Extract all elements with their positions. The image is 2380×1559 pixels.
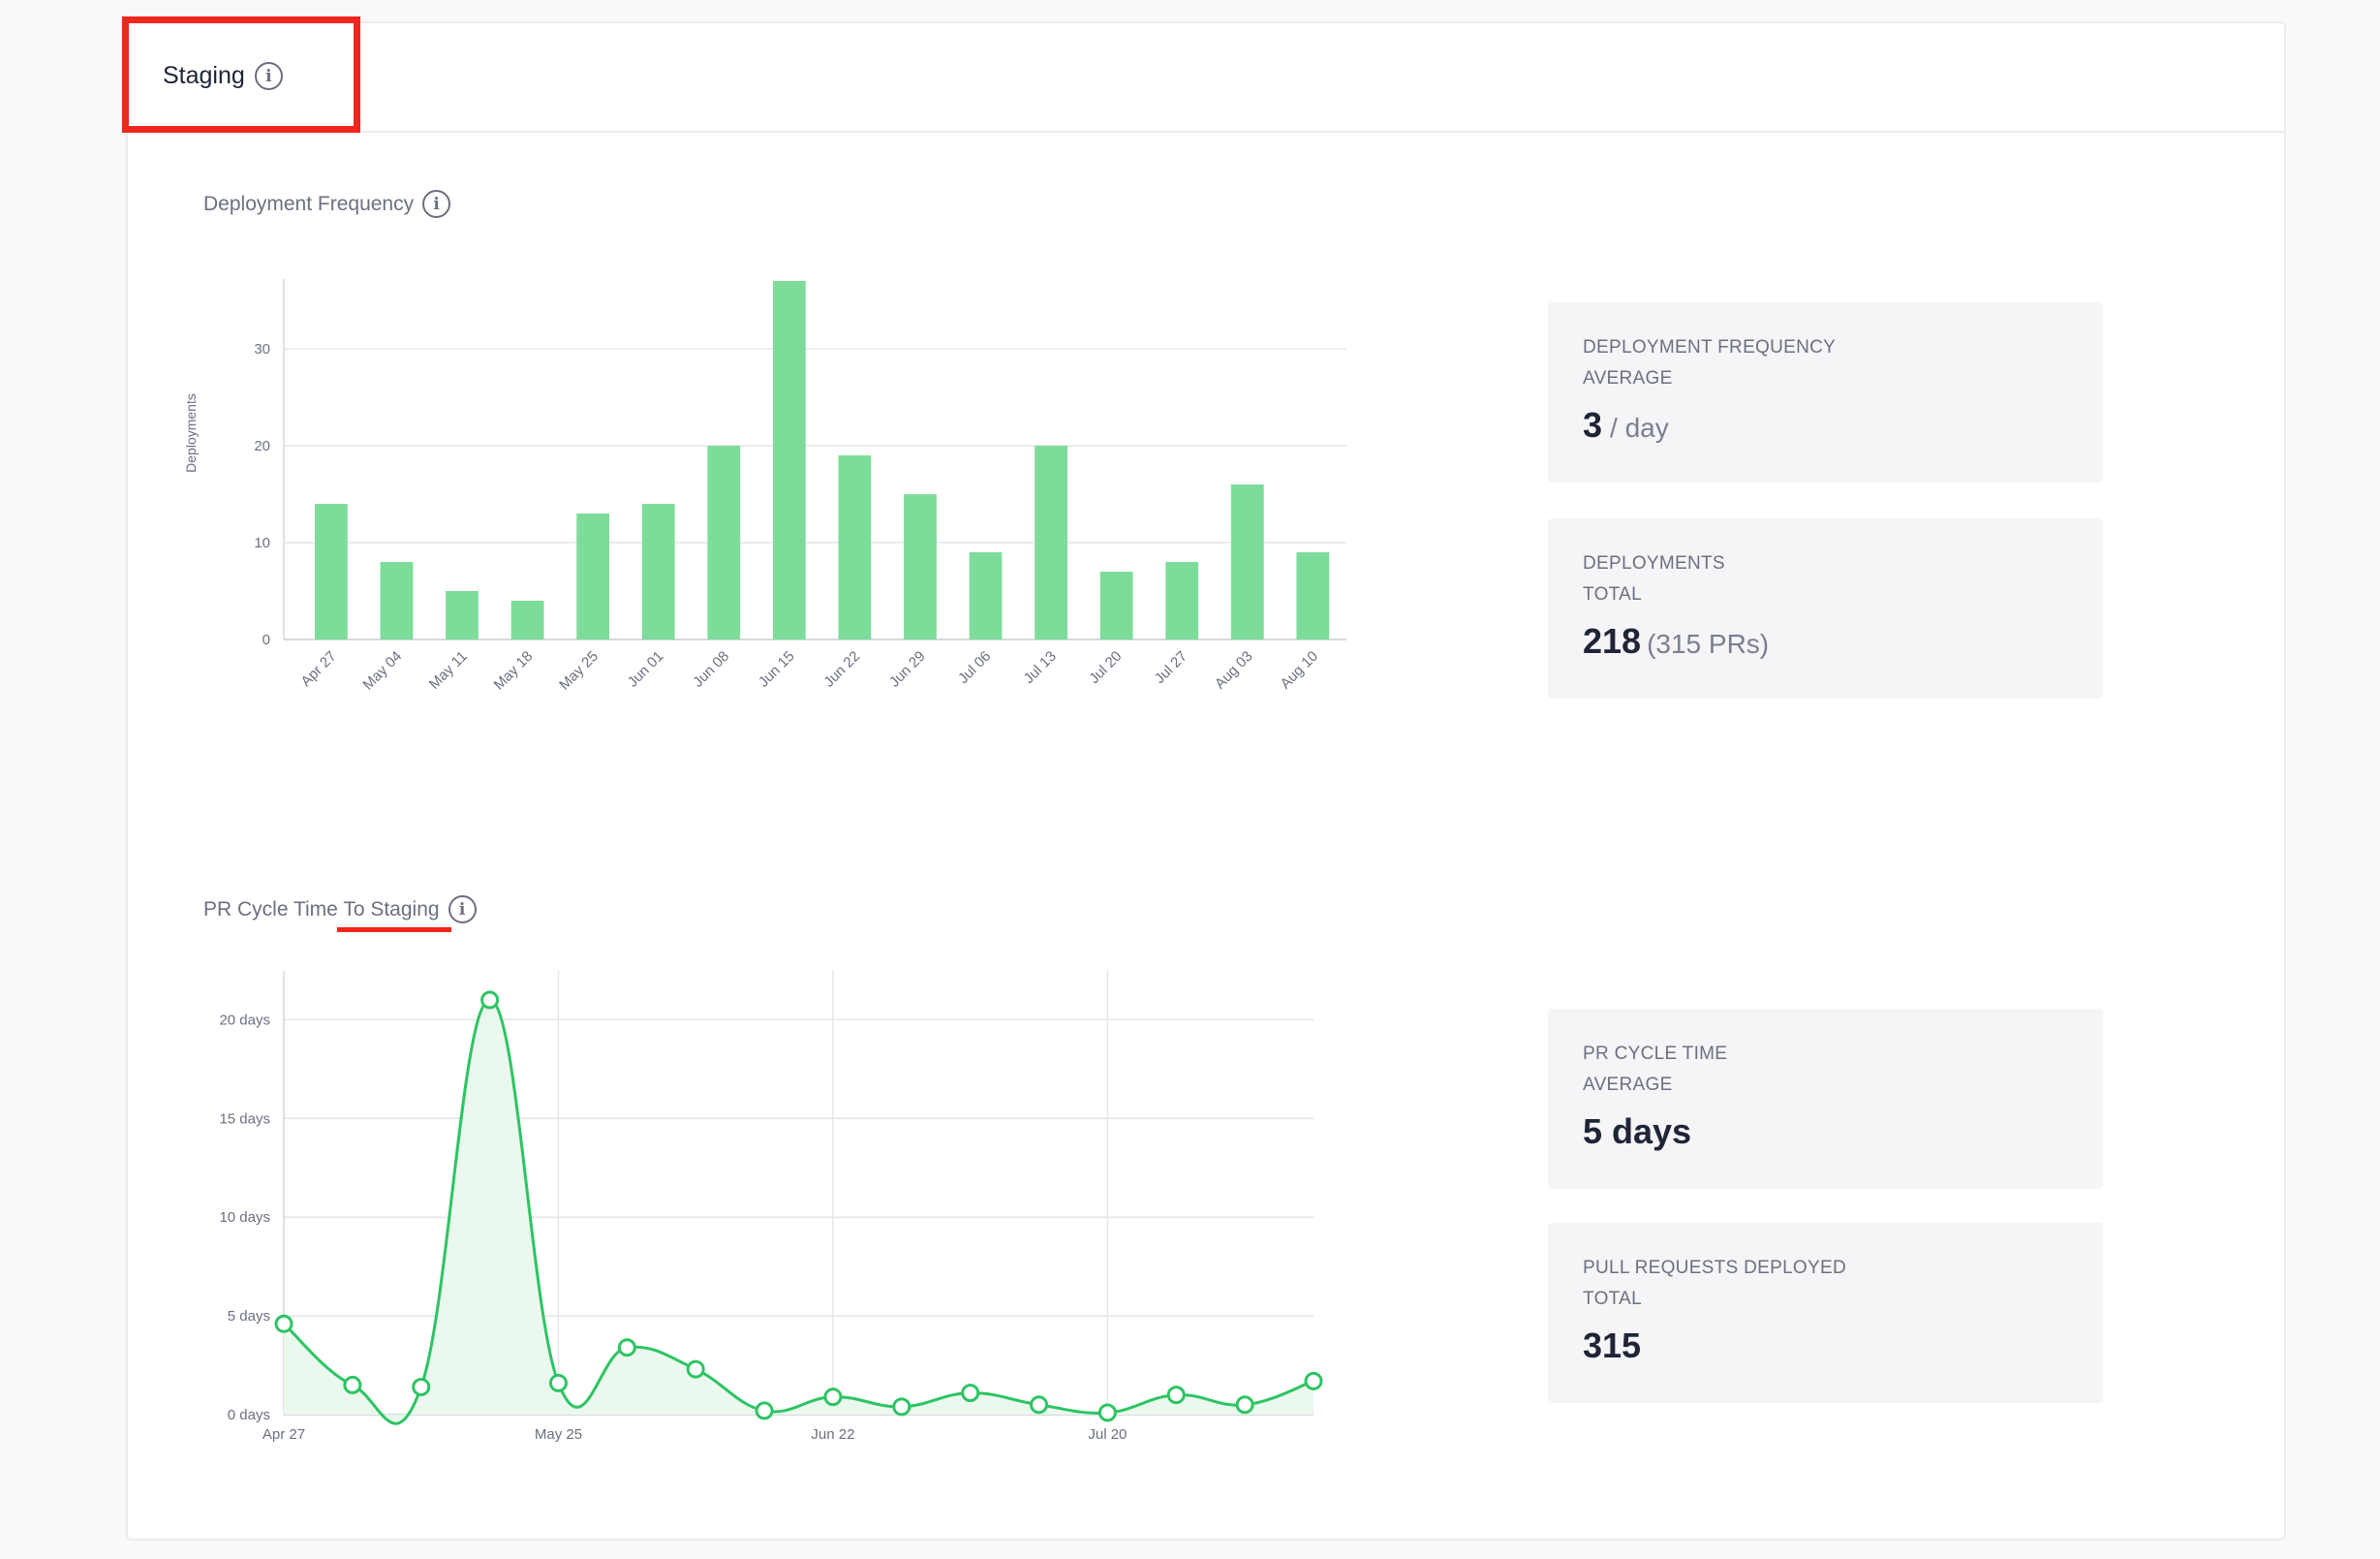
x-tick-label: Jun 15	[756, 648, 798, 691]
x-tick-label: Jun 22	[820, 648, 863, 691]
stat-unit: / day	[1610, 413, 1669, 443]
data-point	[617, 1338, 636, 1357]
data-point	[823, 1388, 843, 1407]
stat-label: PULL REQUESTS DEPLOYED	[1583, 1258, 1846, 1278]
stat-value: 218 (315 PRs)	[1583, 621, 1769, 662]
x-tick-label: Apr 27	[263, 1426, 305, 1443]
info-icon[interactable]: i	[254, 62, 283, 90]
stat-number: 218	[1583, 621, 1642, 661]
stat-value: 315	[1583, 1325, 1642, 1365]
x-tick-label: Jul 20	[1088, 1426, 1127, 1443]
y-tick-label: 20 days	[219, 1012, 270, 1028]
bar	[576, 514, 610, 639]
bar	[641, 504, 675, 639]
y-tick-label: 5 days	[228, 1308, 270, 1325]
x-tick-label: Aug 03	[1212, 648, 1256, 693]
x-tick-label: Jul 27	[1152, 648, 1190, 687]
data-point	[1030, 1395, 1049, 1415]
card-header: Staging i	[128, 23, 2284, 133]
data-point	[274, 1314, 294, 1333]
series-area	[284, 999, 1314, 1424]
bar	[969, 552, 1003, 639]
y-tick-label: 15 days	[219, 1110, 270, 1127]
bar	[315, 504, 348, 639]
stat-sublabel: AVERAGE	[1583, 1075, 1673, 1095]
page-title: Staging i	[163, 62, 283, 90]
data-point	[1097, 1403, 1117, 1422]
bar	[380, 562, 414, 639]
pr-cycle-time-title: PR Cycle Time To Staging i	[203, 895, 477, 923]
y-tick-label: 20	[254, 438, 270, 454]
highlight-box	[122, 16, 360, 133]
stat-sublabel: TOTAL	[1583, 584, 1642, 605]
y-tick-label: 0	[263, 632, 270, 648]
bar	[707, 446, 741, 639]
deployment-frequency-stat: DEPLOYMENT FREQUENCY AVERAGE 3/ day	[1548, 302, 2103, 483]
x-tick-label: Jun 22	[811, 1426, 854, 1443]
highlight-underline	[337, 927, 451, 932]
deployments-total-stat: DEPLOYMENTS TOTAL 218 (315 PRs)	[1548, 518, 2103, 699]
bar	[1035, 446, 1067, 639]
y-axis-label: Deployments	[183, 393, 199, 473]
pr-cycle-time-title-text: PR Cycle Time To Staging	[203, 897, 440, 920]
info-icon[interactable]: i	[448, 895, 477, 923]
x-tick-label: Jun 01	[625, 648, 667, 691]
y-tick-label: 10 days	[219, 1209, 270, 1226]
deployment-frequency-title: Deployment Frequency i	[203, 190, 451, 218]
data-point	[548, 1373, 568, 1392]
stat-label: DEPLOYMENTS	[1583, 553, 1725, 574]
pr-cycle-time-stat: PR CYCLE TIME AVERAGE 5 days	[1548, 1009, 2103, 1189]
y-tick-label: 10	[254, 535, 270, 551]
x-tick-label: May 18	[491, 648, 537, 694]
data-point	[686, 1359, 705, 1379]
bar	[772, 281, 806, 639]
data-point	[1304, 1371, 1323, 1390]
pr-cycle-time-chart: 0 days 5 days 10 days 15 days 20 days Apr 27 M…	[219, 971, 1323, 1443]
bar	[1296, 552, 1330, 639]
y-tick-label: 30	[254, 341, 270, 358]
bar	[446, 591, 479, 639]
bar	[838, 455, 872, 639]
data-point	[1235, 1395, 1254, 1415]
stat-value: 3/ day	[1583, 405, 1669, 446]
page-title-text: Staging	[163, 62, 245, 89]
x-tick-label: Jul 20	[1086, 648, 1125, 687]
stat-label: DEPLOYMENT FREQUENCY	[1583, 337, 1837, 358]
data-point	[412, 1377, 431, 1396]
info-icon[interactable]: i	[422, 190, 451, 218]
x-tick-label: Jul 13	[1021, 648, 1060, 687]
bar	[1165, 562, 1199, 639]
bar	[510, 601, 544, 639]
stat-number: 3	[1583, 405, 1603, 445]
data-point	[1166, 1386, 1186, 1405]
stat-sublabel: AVERAGE	[1583, 368, 1673, 389]
x-tick-label: Jun 08	[690, 648, 732, 691]
bar	[904, 494, 937, 639]
data-point	[755, 1401, 774, 1420]
x-tick-label: Aug 10	[1278, 648, 1322, 693]
data-point	[961, 1384, 980, 1403]
stat-value: 5 days	[1583, 1111, 1692, 1151]
data-point	[343, 1375, 362, 1394]
x-tick-label: May 25	[556, 648, 602, 694]
x-tick-label: May 11	[426, 648, 471, 693]
x-tick-label: May 04	[359, 648, 405, 694]
stat-sublabel: TOTAL	[1583, 1289, 1642, 1309]
deployment-frequency-chart: 0 10 20 30 Deployments Apr 27 May 04 May 11 May …	[183, 279, 1346, 694]
x-tick-label: Jul 06	[955, 648, 994, 687]
x-tick-label: Jun 29	[886, 648, 929, 691]
y-tick-label: 0 days	[228, 1407, 270, 1423]
deployment-frequency-title-text: Deployment Frequency	[203, 192, 415, 215]
data-point	[892, 1397, 912, 1417]
x-tick-label: May 25	[535, 1426, 582, 1443]
stat-label: PR CYCLE TIME	[1583, 1044, 1728, 1064]
bar	[1099, 572, 1133, 639]
pull-requests-deployed-stat: PULL REQUESTS DEPLOYED TOTAL 315	[1548, 1223, 2103, 1403]
x-tick-label: Apr 27	[297, 648, 339, 690]
data-point	[480, 990, 500, 1010]
stat-sub: (315 PRs)	[1647, 629, 1770, 659]
bar	[1230, 484, 1264, 639]
